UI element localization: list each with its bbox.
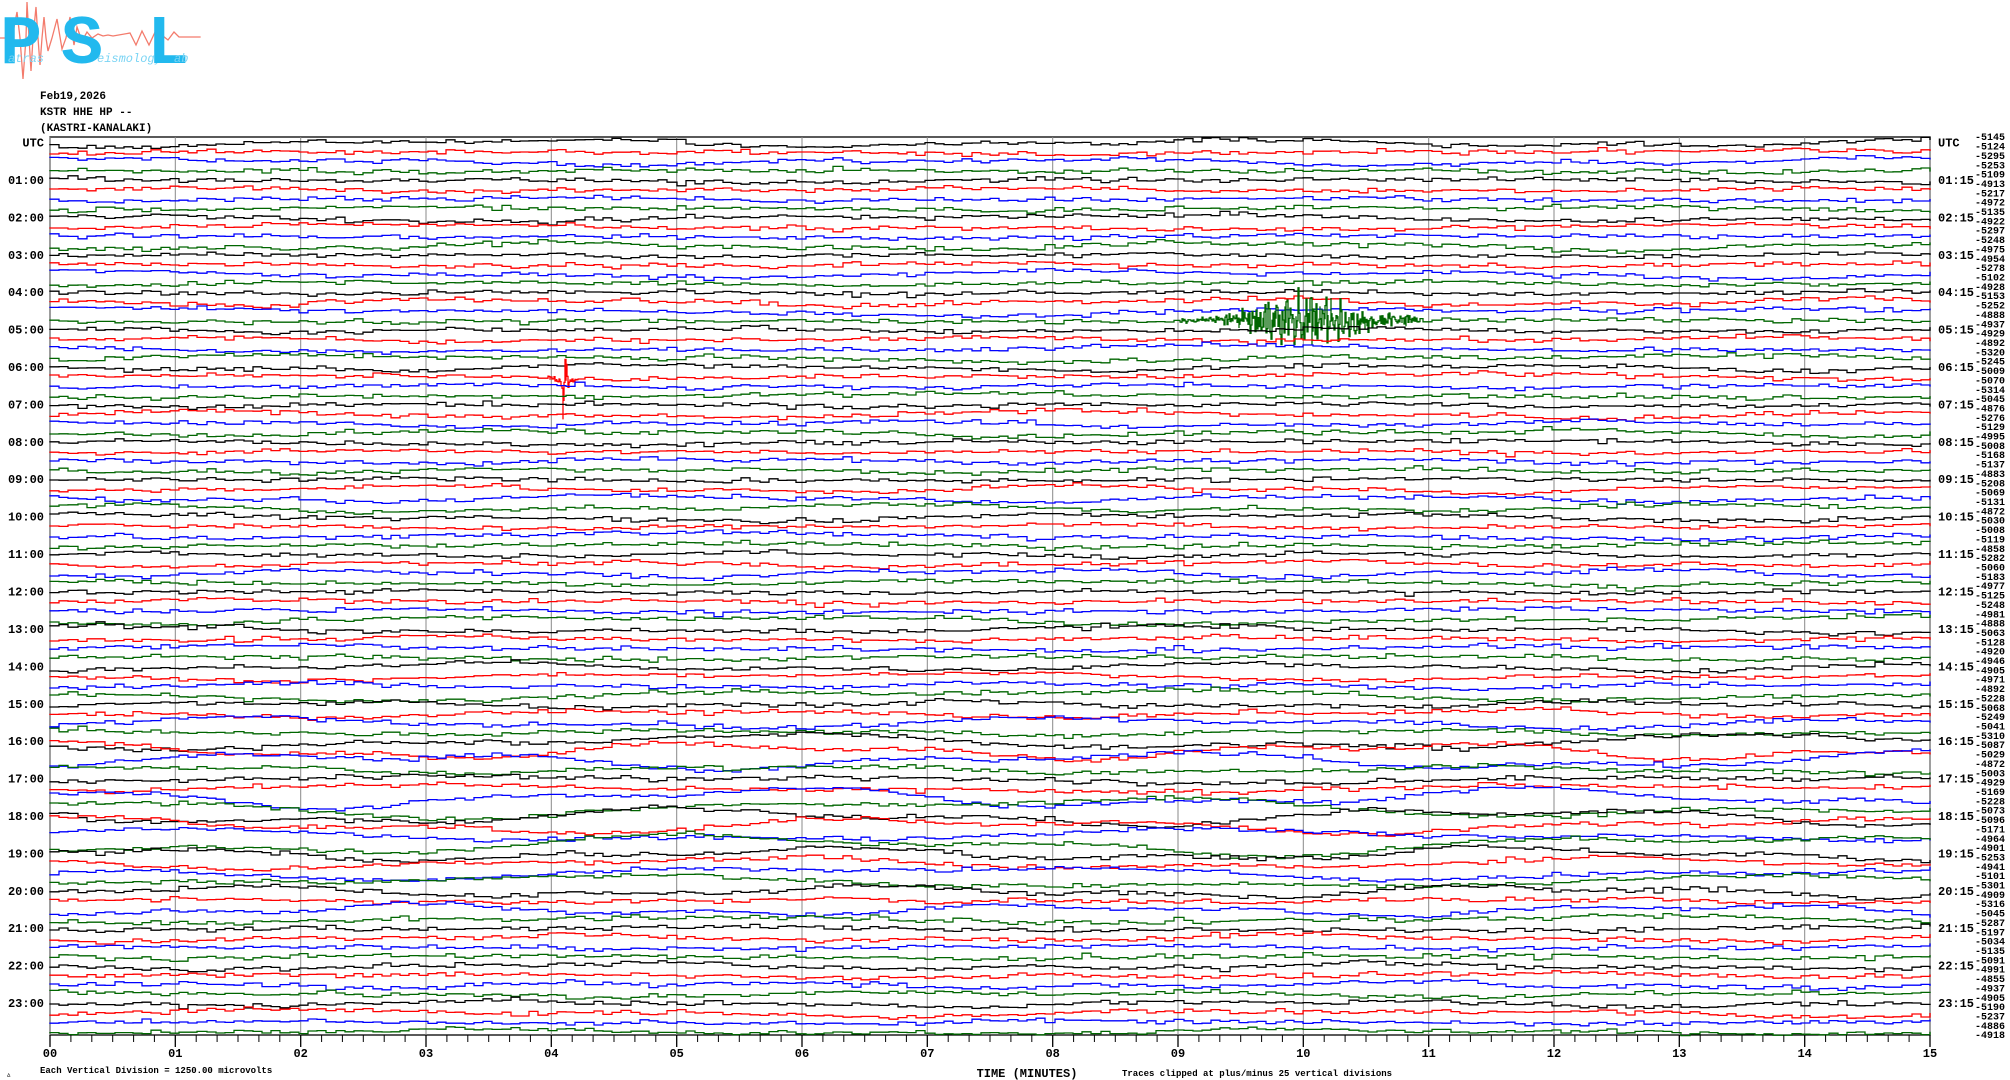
- svg-text:08:15: 08:15: [1938, 436, 1974, 450]
- svg-text:L: L: [147, 6, 189, 85]
- svg-text:10:00: 10:00: [8, 511, 44, 525]
- svg-text:04:00: 04:00: [8, 286, 44, 300]
- svg-text:06:00: 06:00: [8, 361, 44, 375]
- svg-text:21:00: 21:00: [8, 922, 44, 936]
- svg-text:06:15: 06:15: [1938, 361, 1974, 375]
- svg-text:14:00: 14:00: [8, 660, 44, 674]
- svg-text:19:15: 19:15: [1938, 847, 1974, 861]
- svg-text:09:15: 09:15: [1938, 473, 1974, 487]
- svg-text:S: S: [61, 6, 103, 85]
- svg-text:09: 09: [1171, 1047, 1185, 1061]
- svg-text:TIME (MINUTES): TIME (MINUTES): [977, 1067, 1078, 1080]
- svg-text:15:00: 15:00: [8, 698, 44, 712]
- svg-text:22:15: 22:15: [1938, 960, 1974, 974]
- svg-text:05: 05: [669, 1047, 683, 1061]
- svg-text:20:15: 20:15: [1938, 885, 1974, 899]
- svg-text:09:00: 09:00: [8, 473, 44, 487]
- svg-text:03: 03: [419, 1047, 433, 1061]
- svg-text:15: 15: [1923, 1047, 1937, 1061]
- svg-text:12: 12: [1547, 1047, 1561, 1061]
- svg-text:13: 13: [1672, 1047, 1686, 1061]
- svg-text:22:00: 22:00: [8, 960, 44, 974]
- svg-text:23:15: 23:15: [1938, 997, 1974, 1011]
- svg-text:07:00: 07:00: [8, 398, 44, 412]
- svg-text:03:00: 03:00: [8, 249, 44, 263]
- svg-text:19:00: 19:00: [8, 847, 44, 861]
- svg-text:05:15: 05:15: [1938, 324, 1974, 338]
- svg-text:▵: ▵: [6, 1070, 11, 1080]
- svg-text:18:00: 18:00: [8, 810, 44, 824]
- svg-text:04:15: 04:15: [1938, 286, 1974, 300]
- svg-text:01:15: 01:15: [1938, 174, 1974, 188]
- svg-text:Traces clipped at plus/minus 2: Traces clipped at plus/minus 25 vertical…: [1122, 1069, 1392, 1079]
- svg-text:16:15: 16:15: [1938, 735, 1974, 749]
- svg-text:08: 08: [1045, 1047, 1059, 1061]
- svg-text:Feb19,2026: Feb19,2026: [40, 91, 106, 103]
- svg-text:12:15: 12:15: [1938, 586, 1974, 600]
- svg-text:11:15: 11:15: [1938, 548, 1974, 562]
- svg-text:15:15: 15:15: [1938, 698, 1974, 712]
- svg-text:10: 10: [1296, 1047, 1310, 1061]
- svg-text:17:15: 17:15: [1938, 773, 1974, 787]
- svg-text:11: 11: [1421, 1047, 1435, 1061]
- svg-text:21:15: 21:15: [1938, 922, 1974, 936]
- svg-text:03:15: 03:15: [1938, 249, 1974, 263]
- svg-text:02: 02: [293, 1047, 307, 1061]
- svg-text:23:00: 23:00: [8, 997, 44, 1011]
- svg-text:(KASTRI-KANALAKI): (KASTRI-KANALAKI): [40, 123, 152, 135]
- svg-text:KSTR HHE HP --: KSTR HHE HP --: [40, 107, 132, 119]
- svg-text:13:15: 13:15: [1938, 623, 1974, 637]
- svg-text:UTC: UTC: [22, 137, 44, 151]
- svg-text:04: 04: [544, 1047, 558, 1061]
- svg-text:17:00: 17:00: [8, 773, 44, 787]
- svg-text:11:00: 11:00: [8, 548, 44, 562]
- svg-text:02:15: 02:15: [1938, 211, 1974, 225]
- svg-text:02:00: 02:00: [8, 211, 44, 225]
- svg-text:16:00: 16:00: [8, 735, 44, 749]
- svg-text:-4918: -4918: [1975, 1031, 2005, 1042]
- svg-text:Each Vertical Division = 1250.: Each Vertical Division = 1250.00 microvo…: [40, 1066, 272, 1076]
- svg-text:18:15: 18:15: [1938, 810, 1974, 824]
- svg-text:13:00: 13:00: [8, 623, 44, 637]
- svg-text:12:00: 12:00: [8, 586, 44, 600]
- svg-text:05:00: 05:00: [8, 324, 44, 338]
- svg-text:01:00: 01:00: [8, 174, 44, 188]
- svg-text:10:15: 10:15: [1938, 511, 1974, 525]
- svg-text:P: P: [0, 6, 42, 85]
- svg-text:08:00: 08:00: [8, 436, 44, 450]
- svg-text:07:15: 07:15: [1938, 398, 1974, 412]
- svg-text:07: 07: [920, 1047, 934, 1061]
- svg-text:atras: atras: [8, 52, 44, 66]
- svg-text:ab: ab: [174, 52, 188, 66]
- svg-text:14:15: 14:15: [1938, 660, 1974, 674]
- svg-text:01: 01: [168, 1047, 182, 1061]
- svg-text:00: 00: [43, 1047, 57, 1061]
- svg-text:20:00: 20:00: [8, 885, 44, 899]
- svg-text:06: 06: [795, 1047, 809, 1061]
- svg-text:14: 14: [1797, 1047, 1811, 1061]
- svg-text:UTC: UTC: [1938, 137, 1960, 151]
